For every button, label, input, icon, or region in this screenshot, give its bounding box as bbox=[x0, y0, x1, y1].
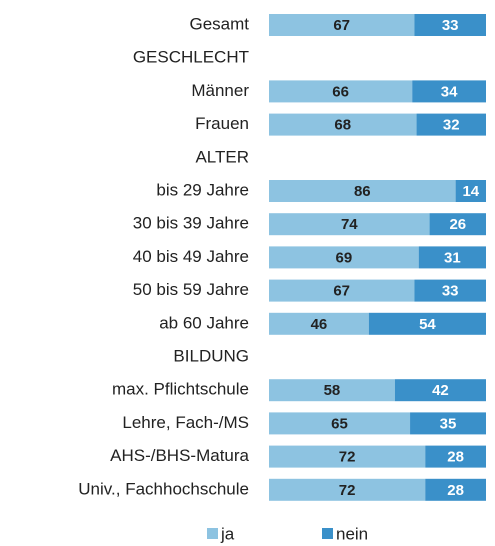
category-label: 50 bis 59 Jahre bbox=[133, 280, 249, 299]
data-label: 58 bbox=[324, 382, 341, 399]
data-label: 42 bbox=[432, 382, 449, 399]
bar-segment bbox=[269, 445, 426, 468]
category-label: Gesamt bbox=[189, 14, 249, 33]
data-label: 28 bbox=[447, 482, 464, 499]
data-label: 66 bbox=[332, 83, 349, 100]
bar-segment bbox=[455, 180, 486, 202]
data-label: 72 bbox=[339, 482, 356, 499]
data-label: 28 bbox=[447, 449, 464, 466]
data-label: 74 bbox=[341, 216, 358, 233]
legend-swatch bbox=[207, 528, 218, 539]
data-label: 46 bbox=[311, 316, 328, 333]
data-label: 72 bbox=[339, 449, 356, 466]
bar-segment bbox=[368, 312, 486, 335]
category-label: ALTER bbox=[195, 147, 249, 166]
category-label: 40 bis 49 Jahre bbox=[133, 247, 249, 266]
bar-segment bbox=[414, 279, 486, 302]
category-label: BILDUNG bbox=[173, 346, 249, 365]
bar-segment bbox=[269, 80, 413, 103]
data-label: 32 bbox=[443, 117, 460, 134]
bar-segment bbox=[269, 379, 395, 402]
data-label: 69 bbox=[336, 249, 353, 266]
category-label: Lehre, Fach-/MS bbox=[122, 413, 249, 432]
bar-segment bbox=[269, 113, 417, 136]
data-label: 67 bbox=[333, 17, 350, 34]
category-label: max. Pflichtschule bbox=[112, 380, 249, 399]
bar-segment bbox=[269, 478, 426, 501]
category-label: AHS-/BHS-Matura bbox=[110, 446, 249, 465]
data-label: 31 bbox=[444, 249, 461, 266]
category-label: bis 29 Jahre bbox=[156, 180, 249, 199]
data-label: 14 bbox=[462, 183, 479, 200]
data-label: 26 bbox=[449, 216, 466, 233]
data-label: 34 bbox=[441, 83, 458, 100]
bar-segment bbox=[425, 445, 486, 468]
legend-swatch bbox=[322, 528, 333, 539]
bar-segment bbox=[269, 412, 411, 435]
data-label: 68 bbox=[334, 117, 351, 134]
category-label: GESCHLECHT bbox=[133, 48, 249, 67]
bar-segment bbox=[269, 312, 369, 335]
data-label: 33 bbox=[442, 17, 459, 34]
bar-segment bbox=[269, 279, 415, 302]
bar-segment bbox=[410, 412, 486, 435]
category-label: 30 bis 39 Jahre bbox=[133, 214, 249, 233]
data-label: 33 bbox=[442, 283, 459, 300]
bar-segment bbox=[394, 379, 486, 402]
category-label: Univ., Fachhochschule bbox=[78, 479, 249, 498]
category-label: Frauen bbox=[195, 114, 249, 133]
legend-label: ja bbox=[220, 524, 235, 543]
bar-segment bbox=[412, 80, 486, 103]
data-label: 35 bbox=[440, 415, 457, 432]
bar-segment bbox=[425, 478, 486, 501]
legend-label: nein bbox=[336, 524, 368, 543]
bar-segment bbox=[418, 246, 486, 269]
bar-segment bbox=[414, 14, 486, 36]
data-label: 86 bbox=[354, 183, 371, 200]
bar-segment bbox=[269, 246, 419, 269]
data-label: 67 bbox=[333, 283, 350, 300]
bar-segment bbox=[269, 180, 456, 202]
data-label: 65 bbox=[331, 415, 348, 432]
category-label: ab 60 Jahre bbox=[159, 313, 249, 332]
bar-segment bbox=[269, 14, 415, 36]
category-label: Männer bbox=[191, 81, 249, 100]
bar-segment bbox=[429, 213, 486, 236]
bar-segment bbox=[416, 113, 486, 136]
bar-segment bbox=[269, 213, 430, 236]
data-label: 54 bbox=[419, 316, 436, 333]
